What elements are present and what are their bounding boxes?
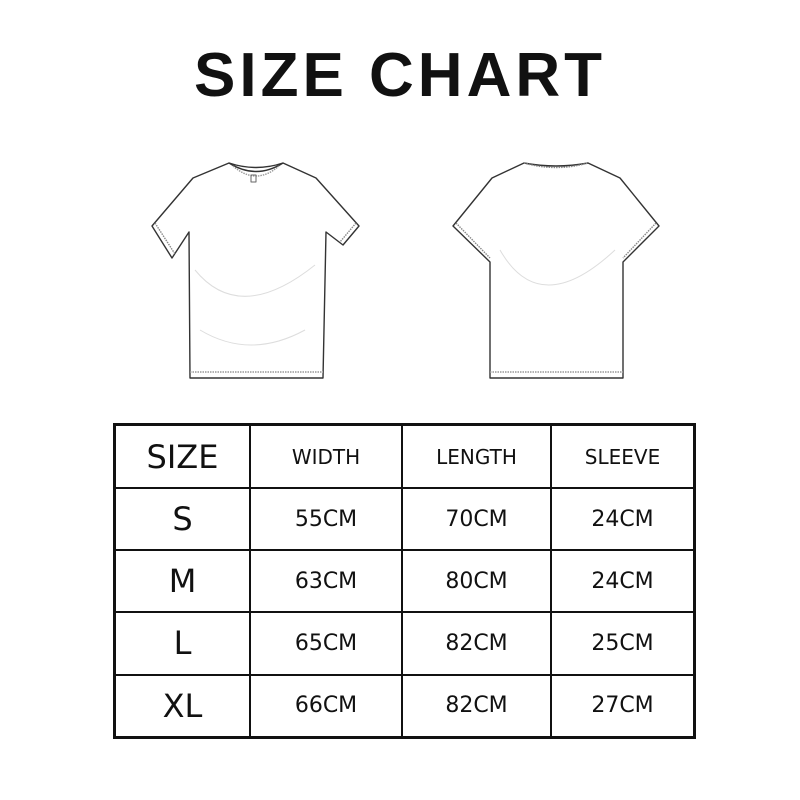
header-size: SIZE [113,423,251,489]
cell-length: 80CM [401,549,552,614]
cell-length: 82CM [401,611,552,676]
page-title: SIZE CHART [194,41,606,110]
cell-length: 70CM [401,486,552,552]
cell-width: 55CM [249,486,403,552]
t-shirt-back-illustration [452,162,660,379]
cell-width: 66CM [249,673,403,739]
cell-size: XL [113,673,251,739]
cell-size: M [113,549,251,614]
cell-sleeve: 24CM [550,549,696,614]
t-shirt-front-illustration [151,162,360,379]
size-table: SIZE WIDTH LENGTH SLEEVE S 55CM 70CM 24C… [113,423,696,739]
table-header-row: SIZE WIDTH LENGTH SLEEVE [113,423,696,489]
header-length: LENGTH [401,423,552,489]
cell-width: 63CM [249,549,403,614]
table-row: L 65CM 82CM 25CM [113,611,696,676]
cell-sleeve: 24CM [550,486,696,552]
header-sleeve: SLEEVE [550,423,696,489]
table-row: S 55CM 70CM 24CM [113,486,696,552]
cell-size: L [113,611,251,676]
cell-sleeve: 27CM [550,673,696,739]
cell-length: 82CM [401,673,552,739]
cell-width: 65CM [249,611,403,676]
cell-size: S [113,486,251,552]
cell-sleeve: 25CM [550,611,696,676]
table-row: M 63CM 80CM 24CM [113,549,696,614]
table-row: XL 66CM 82CM 27CM [113,673,696,739]
header-width: WIDTH [249,423,403,489]
